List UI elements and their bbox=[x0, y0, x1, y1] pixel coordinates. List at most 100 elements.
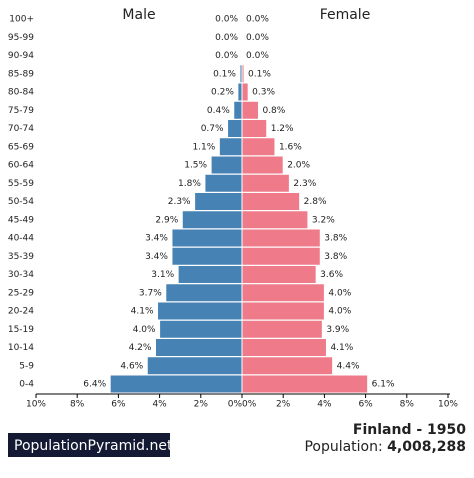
x-tick-label: 6% bbox=[111, 400, 126, 410]
value-label: 3.7% bbox=[139, 288, 162, 298]
bar bbox=[241, 155, 284, 175]
bar bbox=[241, 265, 317, 284]
legend-label: Male bbox=[122, 7, 155, 23]
y-tick-label: 50-54 bbox=[8, 197, 34, 207]
bar bbox=[241, 228, 321, 248]
y-tick-label: 90-94 bbox=[8, 51, 34, 61]
y-tick-label: 75-79 bbox=[8, 106, 34, 116]
bar bbox=[194, 192, 243, 211]
bar bbox=[157, 301, 243, 321]
value-label: 0.7% bbox=[201, 124, 224, 134]
y-tick-label: 70-74 bbox=[8, 124, 34, 134]
y-tick-label: 100+ bbox=[9, 15, 34, 25]
x-tick-label: 4% bbox=[152, 400, 167, 410]
value-label: 0.3% bbox=[252, 88, 275, 98]
y-tick-label: 35-39 bbox=[8, 252, 34, 262]
value-label: 4.0% bbox=[328, 307, 351, 317]
value-label: 1.8% bbox=[178, 179, 201, 189]
value-label: 1.1% bbox=[192, 142, 215, 152]
bar bbox=[241, 119, 268, 138]
bar bbox=[218, 137, 243, 157]
x-tick-label: 8% bbox=[70, 400, 85, 410]
value-label: 0.4% bbox=[207, 106, 230, 116]
value-label: 0.0% bbox=[215, 51, 238, 61]
y-tick-label: 85-89 bbox=[8, 69, 34, 79]
x-tick-label: 10% bbox=[26, 400, 46, 410]
value-label: 0.0% bbox=[215, 15, 238, 25]
bar bbox=[241, 137, 276, 157]
bar bbox=[109, 374, 243, 394]
value-label: 1.6% bbox=[279, 142, 302, 152]
bar bbox=[146, 356, 243, 376]
logo-box bbox=[8, 433, 170, 457]
value-label: 3.8% bbox=[324, 234, 347, 244]
bar bbox=[171, 246, 243, 266]
bar bbox=[241, 100, 259, 120]
y-tick-label: 15-19 bbox=[8, 325, 34, 335]
y-tick-label: 20-24 bbox=[8, 307, 34, 317]
y-tick-label: 5-9 bbox=[19, 361, 34, 371]
value-label: 0.0% bbox=[246, 51, 269, 61]
bar bbox=[227, 119, 243, 138]
bar bbox=[181, 210, 243, 230]
value-label: 0.0% bbox=[215, 33, 238, 43]
logo: PopulationPyramid.net bbox=[14, 438, 173, 454]
y-tick-label: 95-99 bbox=[8, 33, 34, 43]
bar bbox=[241, 356, 334, 376]
value-label: 3.8% bbox=[324, 252, 347, 262]
y-tick-label: 45-49 bbox=[8, 215, 34, 225]
bar bbox=[241, 374, 369, 394]
value-label: 4.1% bbox=[131, 307, 154, 317]
value-label: 3.1% bbox=[151, 270, 174, 280]
value-label: 2.8% bbox=[304, 197, 327, 207]
bar bbox=[241, 338, 327, 357]
value-label: 2.0% bbox=[287, 161, 310, 171]
bar bbox=[171, 228, 243, 248]
bar bbox=[241, 210, 309, 230]
bar bbox=[241, 173, 290, 193]
value-label: 1.5% bbox=[184, 161, 207, 171]
y-tick-label: 80-84 bbox=[8, 88, 34, 98]
value-label: 0.8% bbox=[262, 106, 285, 116]
x-tick-label: 4% bbox=[317, 400, 332, 410]
bar bbox=[241, 192, 301, 211]
value-label: 2.9% bbox=[155, 215, 178, 225]
value-label: 4.4% bbox=[337, 361, 360, 371]
y-tick-label: 55-59 bbox=[8, 179, 34, 189]
bar bbox=[177, 265, 243, 284]
bar bbox=[165, 283, 243, 303]
value-label: 3.9% bbox=[326, 325, 349, 335]
value-label: 4.2% bbox=[129, 343, 152, 353]
bar bbox=[241, 82, 249, 102]
y-tick-label: 25-29 bbox=[8, 288, 34, 298]
bar bbox=[210, 155, 243, 175]
value-label: 4.0% bbox=[133, 325, 156, 335]
value-label: 3.2% bbox=[312, 215, 335, 225]
bar bbox=[204, 173, 243, 193]
value-label: 3.4% bbox=[145, 234, 168, 244]
value-label: 0.1% bbox=[213, 69, 236, 79]
bar bbox=[241, 246, 321, 266]
population-value: 4,008,288 bbox=[387, 439, 466, 455]
y-tick-label: 60-64 bbox=[8, 161, 34, 171]
value-label: 3.4% bbox=[145, 252, 168, 262]
y-tick-label: 30-34 bbox=[8, 270, 34, 280]
bar bbox=[241, 64, 245, 84]
value-label: 2.3% bbox=[168, 197, 191, 207]
y-tick-label: 0-4 bbox=[19, 380, 34, 390]
bar bbox=[154, 338, 243, 357]
population: Population: 4,008,288 bbox=[304, 439, 466, 455]
x-tick-label: 2% bbox=[276, 400, 291, 410]
value-label: 2.3% bbox=[293, 179, 316, 189]
value-label: 1.2% bbox=[271, 124, 294, 134]
y-tick-label: 10-14 bbox=[8, 343, 34, 353]
bar bbox=[241, 319, 323, 339]
bar bbox=[241, 301, 325, 321]
value-label: 0.0% bbox=[246, 33, 269, 43]
x-tick-label: 0% bbox=[242, 400, 257, 410]
value-label: 6.1% bbox=[372, 380, 395, 390]
x-tick-label: 0% bbox=[228, 400, 243, 410]
legend-label: Female bbox=[320, 7, 371, 23]
x-tick-label: 8% bbox=[400, 400, 415, 410]
